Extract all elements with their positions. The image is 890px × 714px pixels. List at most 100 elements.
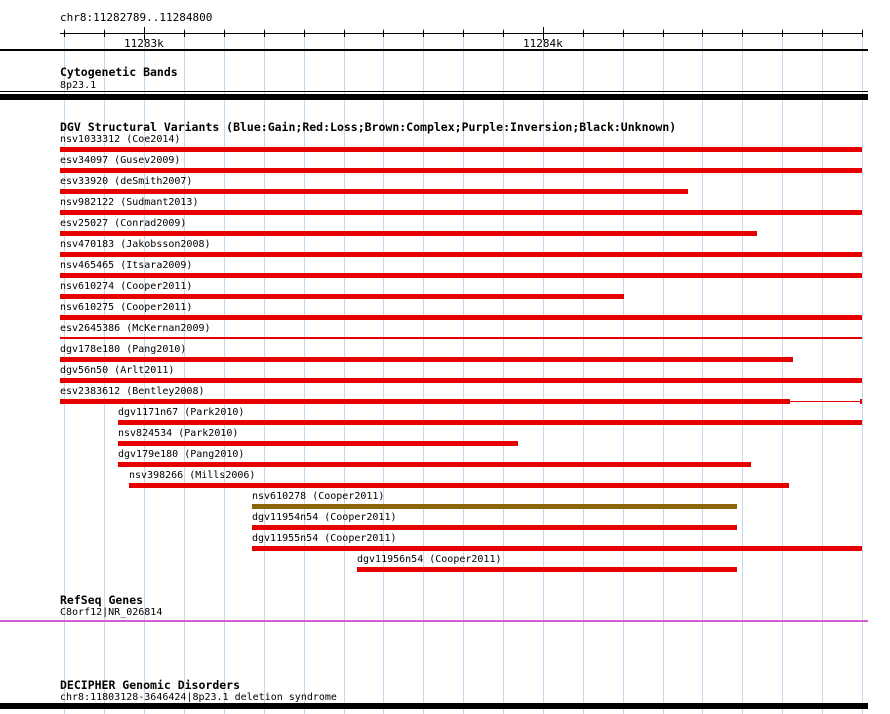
variant-bar[interactable] (60, 252, 862, 257)
variant-bar[interactable] (60, 399, 790, 404)
gridline (344, 28, 345, 714)
ruler-minor-tick (64, 30, 65, 37)
variant-label[interactable]: nsv610275 (Cooper2011) (60, 302, 193, 313)
region-coordinates: chr8:11282789..11284800 (60, 11, 213, 24)
variant-bar[interactable] (60, 273, 862, 278)
ruler-major-tick (144, 27, 145, 40)
variant-label[interactable]: esv34097 (Gusev2009) (60, 155, 181, 166)
refseq-gene-line[interactable] (0, 620, 868, 622)
ruler-minor-tick (463, 30, 464, 37)
gridline (742, 28, 743, 714)
variant-extension-line (790, 401, 862, 402)
variant-label[interactable]: nsv1033312 (Coe2014) (60, 134, 181, 145)
variant-bar[interactable] (60, 168, 862, 173)
header-separator-line (0, 49, 868, 51)
variant-bar[interactable] (252, 504, 737, 509)
variant-label[interactable]: dgv11955n54 (Cooper2011) (252, 533, 397, 544)
variant-extension-end-tick (860, 399, 862, 404)
ruler-major-label: 11284k (523, 37, 563, 50)
variant-label[interactable]: esv33920 (deSmith2007) (60, 176, 193, 187)
dgv-track-title: DGV Structural Variants (Blue:Gain;Red:L… (60, 120, 677, 134)
ruler-minor-tick (304, 30, 305, 37)
variant-label[interactable]: dgv56n50 (Arlt2011) (60, 365, 175, 376)
ruler-minor-tick (383, 30, 384, 37)
variant-label[interactable]: nsv824534 (Park2010) (118, 428, 239, 439)
ruler-minor-tick (702, 30, 703, 37)
ruler-minor-tick (663, 30, 664, 37)
variant-label[interactable]: esv25027 (Conrad2009) (60, 218, 187, 229)
variant-label[interactable]: dgv179e180 (Pang2010) (118, 449, 245, 460)
cytobands-track-title: Cytogenetic Bands (60, 65, 178, 79)
cytoband-separator-line (0, 91, 868, 92)
variant-bar[interactable] (60, 357, 793, 362)
variant-bar[interactable] (118, 420, 862, 425)
variant-label[interactable]: esv2383612 (Bentley2008) (60, 386, 205, 397)
variant-bar[interactable] (357, 567, 737, 572)
ruler-minor-tick (264, 30, 265, 37)
gridline (423, 28, 424, 714)
variant-bar[interactable] (118, 441, 518, 446)
gridline (663, 28, 664, 714)
variant-bar[interactable] (60, 189, 688, 194)
ruler-minor-tick (224, 30, 225, 37)
gridline (184, 28, 185, 714)
cytoband-label: 8p23.1 (60, 80, 97, 91)
decipher-entry-label[interactable]: chr8:11803128-3646424|8p23.1 deletion sy… (60, 692, 337, 703)
variant-bar[interactable] (252, 546, 862, 551)
gridline (503, 28, 504, 714)
gridline (623, 28, 624, 714)
variant-label[interactable]: esv2645386 (McKernan2009) (60, 323, 211, 334)
variant-label[interactable]: dgv11956n54 (Cooper2011) (357, 554, 502, 565)
ruler-major-tick (543, 27, 544, 40)
gridline (782, 28, 783, 714)
ruler-minor-tick (623, 30, 624, 37)
variant-bar[interactable] (252, 525, 737, 530)
variant-bar[interactable] (60, 210, 862, 215)
ruler-minor-tick (344, 30, 345, 37)
gridline (463, 28, 464, 714)
variant-label[interactable]: nsv610274 (Cooper2011) (60, 281, 193, 292)
gridline (822, 28, 823, 714)
gridline (383, 28, 384, 714)
gridline (304, 28, 305, 714)
ruler-minor-tick (583, 30, 584, 37)
decipher-region-bar[interactable] (0, 703, 868, 709)
ruler-minor-tick (782, 30, 783, 37)
variant-label[interactable]: dgv11954n54 (Cooper2011) (252, 512, 397, 523)
variant-label[interactable]: nsv398266 (Mills2006) (129, 470, 256, 481)
variant-label[interactable]: dgv178e180 (Pang2010) (60, 344, 187, 355)
ruler-baseline (60, 33, 863, 34)
gridline (144, 28, 145, 714)
ruler-minor-tick (742, 30, 743, 37)
variant-bar[interactable] (60, 315, 862, 320)
cytoband-bar (0, 94, 868, 100)
variant-label[interactable]: nsv465465 (Itsara2009) (60, 260, 193, 271)
refseq-gene-label[interactable]: C8orf12|NR_026814 (60, 607, 163, 618)
variant-bar[interactable] (60, 294, 624, 299)
variant-label[interactable]: dgv1171n67 (Park2010) (118, 407, 245, 418)
ruler-minor-tick (184, 30, 185, 37)
ruler-minor-tick (503, 30, 504, 37)
decipher-track-title: DECIPHER Genomic Disorders (60, 678, 241, 692)
ruler-minor-tick (862, 30, 863, 37)
gridline (104, 28, 105, 714)
gridline (543, 28, 544, 714)
variant-bar[interactable] (60, 378, 862, 383)
gridline (583, 28, 584, 714)
variant-bar[interactable] (60, 231, 757, 236)
variant-bar[interactable] (129, 483, 789, 488)
variant-bar[interactable] (118, 462, 751, 467)
variant-label[interactable]: nsv610278 (Cooper2011) (252, 491, 385, 502)
variant-label[interactable]: nsv982122 (Sudmant2013) (60, 197, 199, 208)
ruler-major-label: 11283k (124, 37, 164, 50)
variant-bar[interactable] (60, 337, 862, 339)
ruler-minor-tick (104, 30, 105, 37)
refseq-track-title: RefSeq Genes (60, 593, 144, 607)
ruler-minor-tick (423, 30, 424, 37)
gridline (64, 28, 65, 714)
variant-bar[interactable] (60, 147, 862, 152)
gridline (224, 28, 225, 714)
variant-label[interactable]: nsv470183 (Jakobsson2008) (60, 239, 211, 250)
gridline (862, 28, 863, 714)
